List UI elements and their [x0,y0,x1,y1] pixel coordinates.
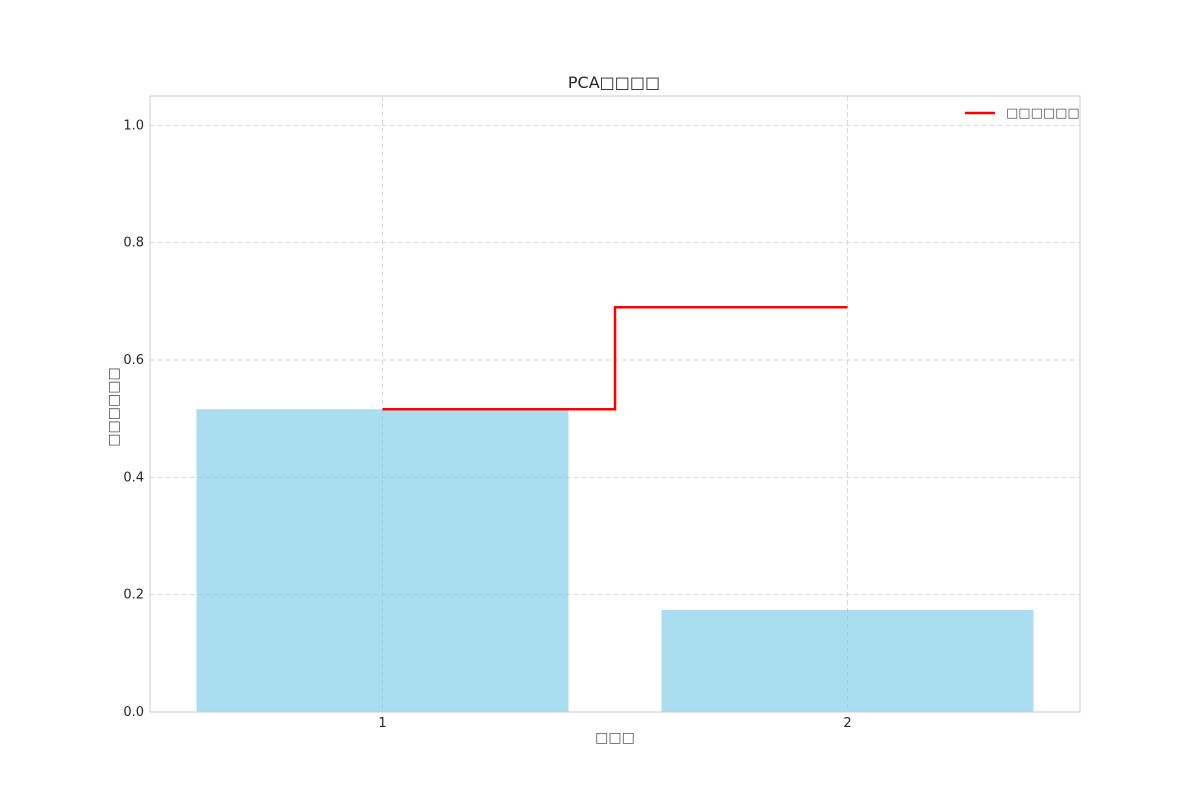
x-tick-label: 1 [378,716,386,731]
y-tick-label: 0.8 [123,236,144,251]
plot-frame [149,95,1081,713]
y-axis-label: □□□□□□ [106,367,122,446]
y-tick-labels: 0.0 0.2 0.4 0.6 0.8 1.0 [123,118,144,720]
y-tick-label: 0.2 [123,588,144,603]
bar-component-2 [661,609,1034,712]
cumulative-line-layer [382,305,848,411]
y-tick-label: 0.0 [123,705,144,720]
bars [196,409,1034,712]
cumulative-step-line [382,305,848,411]
y-tick-label: 0.6 [123,353,144,368]
legend-label: □□□□□□ [1006,106,1080,121]
y-tick-label: 0.4 [123,470,144,485]
legend: □□□□□□ [965,106,1080,121]
y-tick-label: 1.0 [123,118,144,133]
x-axis-label: □□□ [595,730,635,746]
bar-component-1 [196,409,569,712]
x-tick-label: 2 [843,716,851,731]
chart-title: PCA□□□□ [568,73,660,92]
